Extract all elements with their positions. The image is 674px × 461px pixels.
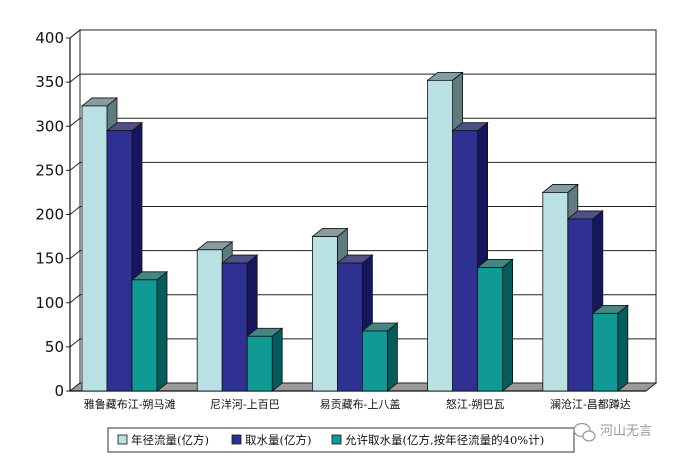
x-category-labels: 雅鲁藏布江-朔马滩 尼洋河-上百巴 易贡藏布-上八盖 怒江-朔巴瓦 澜沧江-昌都蹲达	[84, 397, 631, 411]
gridline-depth	[69, 73, 81, 83]
bar	[221, 254, 259, 392]
bar-front	[246, 335, 273, 392]
bar-front	[311, 236, 338, 392]
bar-front	[81, 105, 108, 392]
y-tick-label: 350	[35, 73, 64, 91]
bars	[80, 71, 629, 392]
y-tick-label: 50	[45, 338, 64, 356]
wechat-icon	[573, 422, 596, 442]
bar-front	[106, 130, 133, 392]
bar-front	[567, 218, 594, 392]
y-tick-labels: 0 50 100 150 200 250 300 350 400	[35, 29, 64, 400]
gridline-depth	[69, 206, 81, 215]
bar-front	[221, 262, 248, 392]
x-category-label: 尼洋河-上百巴	[210, 397, 280, 411]
legend-swatch	[231, 434, 242, 445]
bar-front	[336, 262, 363, 392]
bar	[130, 270, 169, 392]
legend: 年径流量(亿方) 取水量(亿方) 允许取水量(亿方,按年径流量的40%计)	[107, 427, 575, 453]
gridline-depth	[69, 161, 81, 171]
watermark-text: 河山无言	[600, 424, 652, 439]
gridline-depth	[69, 294, 81, 304]
gridline-depth	[69, 338, 81, 348]
bar-front	[427, 79, 454, 392]
bar-front	[542, 192, 569, 392]
bar-side	[271, 327, 283, 392]
bar-front	[452, 130, 479, 392]
legend-swatch	[117, 434, 128, 445]
bar-side	[617, 304, 629, 392]
bar-front	[131, 279, 158, 392]
bar	[246, 327, 284, 392]
y-tick-label: 0	[54, 382, 64, 400]
bar-side	[502, 258, 513, 392]
y-tick-label: 300	[35, 117, 64, 135]
x-category-label: 怒江-朔巴瓦	[446, 397, 505, 411]
x-category-label: 易贡藏布-上八盖	[320, 397, 401, 411]
bar	[476, 258, 514, 392]
legend-label: 取水量(亿方)	[245, 433, 311, 447]
gridline-depth	[69, 117, 81, 127]
bar	[361, 322, 399, 392]
y-tick-label: 200	[35, 206, 64, 224]
gridline-depth	[69, 250, 81, 260]
legend-label: 允许取水量(亿方,按年径流量的40%计)	[345, 433, 544, 447]
y-tick-label: 400	[35, 29, 64, 47]
legend-swatch	[331, 434, 342, 445]
watermark: 河山无言	[573, 422, 652, 442]
bar-side	[156, 270, 168, 392]
legend-label: 年径流量(亿方)	[131, 433, 209, 447]
bar-side	[386, 322, 398, 392]
y-tick-label: 250	[35, 161, 64, 179]
bar-front	[592, 312, 619, 392]
bar-front	[361, 330, 388, 392]
bar-front	[196, 249, 223, 392]
x-category-label: 雅鲁藏布江-朔马滩	[84, 397, 176, 411]
y-tick-label: 150	[35, 250, 64, 268]
bar	[591, 304, 629, 392]
bar-front	[477, 267, 504, 392]
y-tick-label: 100	[35, 294, 64, 312]
x-category-label: 澜沧江-昌都蹲达	[550, 397, 631, 411]
